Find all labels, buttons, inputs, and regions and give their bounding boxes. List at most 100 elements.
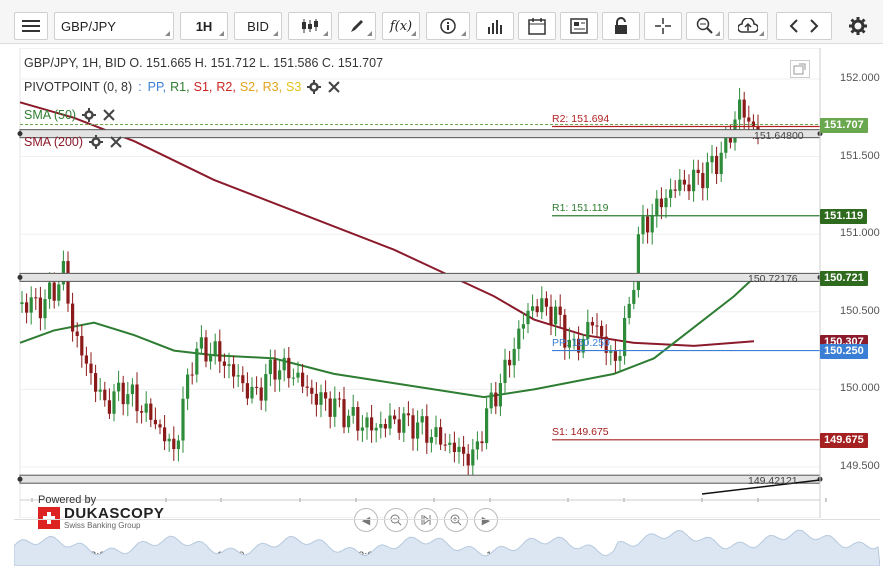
candle-body <box>475 441 479 450</box>
timeframe-selector[interactable]: 1H <box>180 12 228 40</box>
candle-body <box>66 261 70 304</box>
info-icon <box>440 18 456 34</box>
chart-type-button[interactable] <box>288 12 332 40</box>
chevron-right-icon[interactable] <box>809 19 819 33</box>
indicators-button[interactable]: f(x) <box>382 12 420 40</box>
close-icon[interactable] <box>109 135 123 149</box>
candle-body <box>268 359 272 375</box>
upload-button[interactable] <box>728 12 768 40</box>
settings-button[interactable] <box>842 12 874 40</box>
info-button[interactable] <box>426 12 470 40</box>
candle-body <box>489 392 493 409</box>
candle-body <box>61 261 65 285</box>
pivot-legend-item: S1, <box>193 80 213 94</box>
candle-body <box>43 299 47 319</box>
scroll-right-button[interactable]: ▶ <box>474 508 498 532</box>
crosshair-icon <box>655 18 671 34</box>
candle-body <box>186 374 190 399</box>
candle-body <box>227 364 231 366</box>
swiss-cross-icon <box>38 507 60 529</box>
candle-body <box>158 424 162 428</box>
candle-body <box>52 282 56 301</box>
menu-button[interactable] <box>14 12 48 40</box>
horizontal-line <box>19 272 821 282</box>
dukascopy-logo: Powered by DUKASCOPY Swiss Banking Group <box>38 494 164 530</box>
candle-body <box>439 427 443 445</box>
close-icon[interactable] <box>327 80 341 94</box>
candle-body <box>324 392 328 399</box>
scroll-left-button[interactable]: ◀ <box>354 508 378 532</box>
price-tag: 151.119 <box>820 208 868 224</box>
zoom-button[interactable] <box>686 12 724 40</box>
candle-body <box>595 325 599 327</box>
symbol-selector[interactable]: GBP/JPY <box>54 12 174 40</box>
horizontal-line-label: 151.64800 <box>754 129 804 142</box>
pivot-legend-item: PP, <box>147 80 167 94</box>
r1-level-label: R1: 151.119 <box>552 201 609 214</box>
news-button[interactable] <box>560 12 598 40</box>
candle-body <box>590 321 594 326</box>
zoom-out-button[interactable] <box>384 508 408 532</box>
volume-button[interactable] <box>476 12 514 40</box>
candle-body <box>425 416 429 443</box>
candle-body <box>738 99 742 120</box>
candle-body <box>241 375 245 384</box>
candle-body <box>544 298 548 307</box>
y-tick-label: 151.000 <box>840 227 880 240</box>
timeframe-label: 1H <box>195 18 213 34</box>
candle-body <box>144 403 148 413</box>
line-handle <box>17 476 23 482</box>
y-tick-label: 151.500 <box>840 149 880 162</box>
candle-body <box>540 298 544 313</box>
gear-icon[interactable] <box>82 108 97 122</box>
candle-body <box>480 441 484 444</box>
lock-button[interactable] <box>602 12 640 40</box>
price-chart[interactable] <box>14 48 880 518</box>
candle-body <box>448 442 452 445</box>
draw-button[interactable] <box>338 12 376 40</box>
candle-body <box>383 424 387 429</box>
overview-navigator[interactable] <box>13 519 881 567</box>
popout-icon <box>793 63 806 75</box>
brand-tagline: Swiss Banking Group <box>64 521 141 530</box>
horizontal-line <box>19 129 821 139</box>
trend-line <box>701 479 821 495</box>
candle-body <box>140 411 144 413</box>
scroll-buttons <box>776 12 832 40</box>
candle-body <box>48 282 52 300</box>
candle-body <box>420 416 424 423</box>
candle-body <box>153 419 157 425</box>
close-icon[interactable] <box>102 108 116 122</box>
candle-body <box>618 356 622 361</box>
reset-button[interactable] <box>414 508 438 532</box>
candle-body <box>393 415 397 420</box>
chart-area[interactable]: GBP/JPY, 1H, BID O. 151.665 H. 151.712 L… <box>14 48 880 562</box>
gear-icon[interactable] <box>89 135 104 149</box>
candle-body <box>167 438 171 442</box>
candle-body <box>687 184 691 192</box>
candle-body <box>600 325 604 337</box>
candle-body <box>627 303 631 318</box>
candle-body <box>365 417 369 428</box>
line-handle <box>17 131 23 137</box>
candle-body <box>577 338 581 353</box>
candle-body <box>94 373 98 392</box>
candle-body <box>517 328 521 349</box>
gear-icon[interactable] <box>307 80 322 94</box>
chevron-left-icon[interactable] <box>789 19 799 33</box>
zoom-in-button[interactable] <box>444 508 468 532</box>
horizontal-line-label: 149.42121 <box>748 475 798 488</box>
candle-body <box>696 169 700 174</box>
candle-body <box>388 415 392 429</box>
calendar-button[interactable] <box>518 12 556 40</box>
side-selector[interactable]: BID <box>234 12 282 40</box>
candle-body <box>374 427 378 431</box>
lock-icon <box>615 17 627 34</box>
candle-body <box>613 351 617 361</box>
line-handle <box>17 274 23 280</box>
crosshair-button[interactable] <box>644 12 682 40</box>
popout-button[interactable] <box>790 60 810 78</box>
candle-body <box>112 391 116 414</box>
sma200-indicator-row: SMA (200) <box>24 135 123 149</box>
pivot-legend-item: S2, <box>239 80 259 94</box>
